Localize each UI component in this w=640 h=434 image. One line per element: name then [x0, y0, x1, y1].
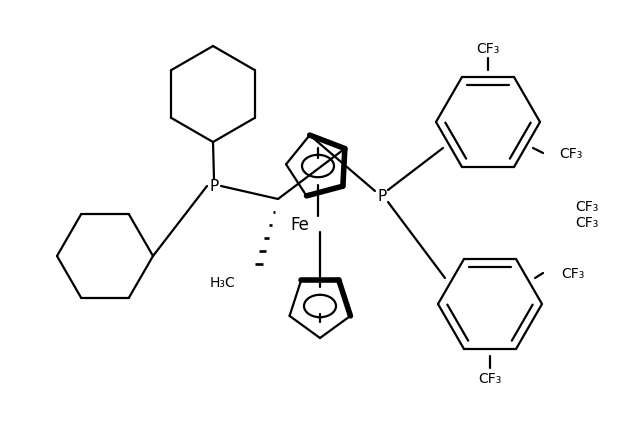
- Text: H₃C: H₃C: [209, 275, 235, 289]
- Text: CF₃: CF₃: [476, 42, 500, 56]
- Text: CF₃: CF₃: [561, 266, 585, 280]
- Text: P: P: [209, 179, 219, 194]
- Text: P: P: [378, 189, 387, 204]
- Text: Fe: Fe: [291, 216, 309, 233]
- Text: CF₃: CF₃: [575, 200, 598, 214]
- Text: CF₃: CF₃: [478, 371, 502, 385]
- Text: CF₃: CF₃: [559, 147, 583, 161]
- Text: CF₃: CF₃: [575, 216, 598, 230]
